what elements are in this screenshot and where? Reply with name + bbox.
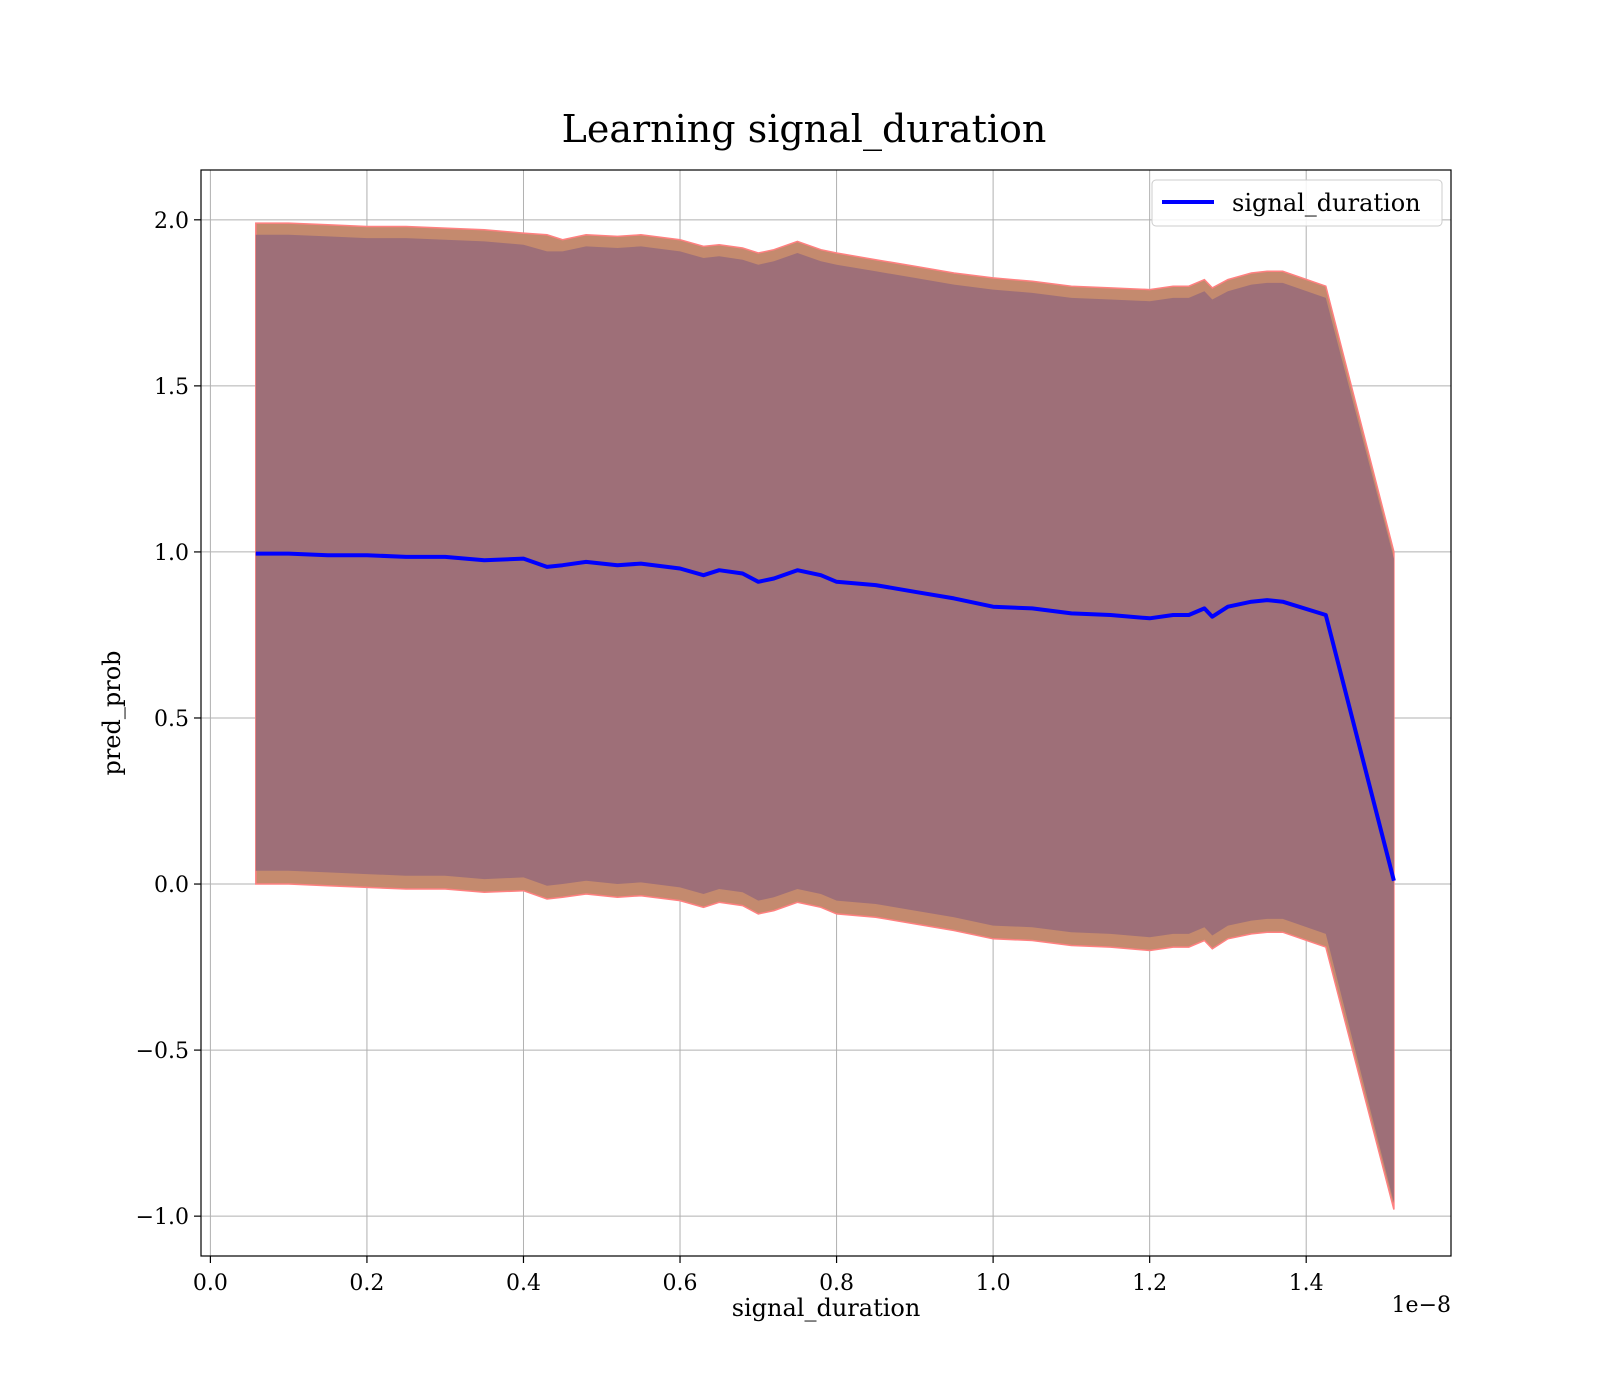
legend: signal_duration <box>1151 179 1443 227</box>
x-tick-label: 0.2 <box>349 1271 384 1296</box>
inner-uncertainty-band <box>255 234 1394 1203</box>
x-tick-label: 0.8 <box>819 1271 854 1296</box>
y-axis-ticks: −1.0 −0.5 0.0 0.5 1.0 1.5 2.0 <box>136 209 201 1230</box>
chart-title: Learning signal_duration <box>562 107 1047 152</box>
x-tick-label: 0.4 <box>506 1271 541 1296</box>
y-tick-label: −1.0 <box>136 1205 189 1230</box>
legend-entry-label: signal_duration <box>1232 189 1421 217</box>
legend-box <box>1151 179 1443 227</box>
x-tick-label: 0.6 <box>663 1271 698 1296</box>
y-tick-label: 2.0 <box>154 209 189 234</box>
series-line <box>255 551 1396 882</box>
y-tick-label: 0.0 <box>154 873 189 898</box>
uncertainty-bands <box>255 222 1395 1210</box>
x-tick-label: 1.4 <box>1289 1271 1324 1296</box>
x-axis-label: signal_duration <box>732 1294 921 1322</box>
y-tick-label: 1.5 <box>154 375 189 400</box>
series-lines <box>255 551 1396 882</box>
x-axis-ticks: 0.0 0.2 0.4 0.6 0.8 1.0 1.2 1.4 <box>193 1256 1324 1296</box>
y-tick-label: 0.5 <box>154 707 189 732</box>
y-tick-label: 1.0 <box>154 541 189 566</box>
y-axis-label: pred_prob <box>98 650 126 775</box>
y-tick-label: −0.5 <box>136 1039 189 1064</box>
x-tick-label: 0.0 <box>193 1271 228 1296</box>
plot-area-frame <box>200 169 1452 1257</box>
x-tick-label: 1.0 <box>976 1271 1011 1296</box>
x-axis-offset-label: 1e−8 <box>1392 1293 1451 1318</box>
x-tick-label: 1.2 <box>1132 1271 1167 1296</box>
